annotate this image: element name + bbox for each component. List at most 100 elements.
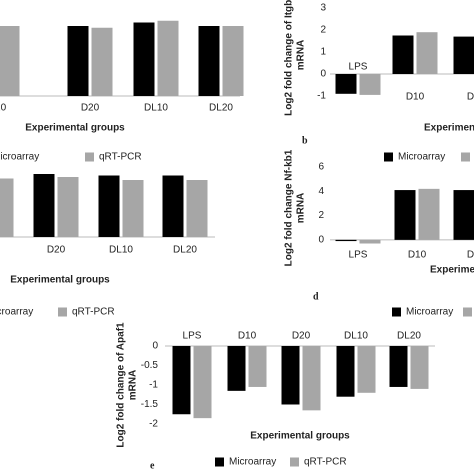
y-tick-label: -1	[317, 91, 326, 102]
x-tick-label: D10	[238, 331, 257, 342]
y-tick-label: 3	[320, 3, 326, 14]
x-tick-label: D10	[406, 92, 425, 103]
legend-swatch	[58, 307, 67, 317]
panel-label: b	[302, 135, 308, 146]
bar	[193, 346, 212, 419]
bar	[0, 26, 20, 96]
legend-swatch	[290, 457, 299, 467]
bar	[418, 188, 440, 240]
y-tick-label: 1	[320, 47, 326, 58]
y-tick-label: 4	[318, 186, 324, 197]
legend-label: qRT-PCR	[304, 457, 347, 468]
x-tick-label: D10	[408, 250, 427, 261]
bar	[410, 346, 429, 389]
y-axis-label: Log2 fold change Nf-kb1	[284, 149, 295, 266]
bar	[222, 26, 244, 96]
bar	[389, 346, 408, 387]
y-tick-label: -0.5	[141, 360, 159, 371]
x-tick-label: D20	[81, 103, 100, 114]
x-axis-label: Experimental groups	[424, 123, 474, 134]
chart-panel: 6 4 2 0 LPS D10 D20 Experimental groups Log2 fol…	[284, 149, 474, 318]
legend-swatch	[461, 152, 470, 162]
bar	[98, 175, 120, 237]
y-tick-label: -1	[149, 380, 158, 391]
y-axis-label: mRNA	[296, 193, 307, 224]
y-tick-label: 0	[320, 69, 326, 80]
legend-label: qRT-PCR	[99, 152, 142, 163]
y-tick-label: 2	[320, 25, 326, 36]
x-tick-label: LPS	[349, 250, 368, 261]
x-tick-label: LPS	[349, 62, 368, 73]
legend-swatch	[392, 307, 401, 317]
chart-panel: D10 D20 DL10 DL20 Experimental groups Microar…	[0, 174, 215, 318]
legend-label: Microarray	[229, 457, 276, 468]
bar	[357, 346, 376, 393]
x-axis-label: Experimental groups	[250, 431, 350, 442]
y-tick-label: 6	[318, 162, 324, 173]
y-axis-label: mRNA	[128, 370, 139, 401]
x-axis-label: Experimental groups	[10, 275, 110, 286]
x-tick-label: DL20	[209, 103, 233, 114]
bar	[227, 346, 246, 391]
x-tick-label: DL10	[144, 103, 168, 114]
legend-swatch	[384, 152, 393, 162]
bar	[133, 22, 155, 96]
bar	[198, 26, 220, 96]
bar	[416, 32, 438, 74]
bar	[302, 346, 321, 411]
legend-swatch	[463, 307, 472, 317]
bar	[57, 177, 79, 237]
x-axis-label: Experimental groups	[430, 265, 474, 276]
y-tick-label: 2	[318, 210, 324, 221]
legend-swatch	[85, 152, 94, 162]
x-tick-label: DL10	[344, 331, 368, 342]
x-tick-label: DL20	[173, 245, 197, 256]
bar	[122, 180, 144, 237]
x-tick-label: D20	[47, 245, 66, 256]
bar	[394, 190, 416, 240]
bar	[359, 74, 381, 95]
bar	[0, 178, 14, 237]
y-axis-label: Log2 fold change of Itgb1	[284, 0, 295, 116]
x-tick-label: D20	[292, 331, 311, 342]
x-axis-label: Experimental groups	[25, 123, 125, 134]
bar	[392, 35, 414, 74]
legend-swatch	[215, 457, 224, 467]
x-tick-label: D20	[467, 250, 474, 261]
y-tick-label: -2	[149, 419, 158, 430]
chart-panel: 3 2 1 0 -1 LPS D10 D20 Experimental groups Log2 f…	[284, 0, 474, 163]
panel-label: e	[150, 460, 155, 471]
legend-label: Microarray	[406, 307, 453, 318]
bar	[67, 26, 89, 96]
x-tick-label: D10	[0, 245, 1, 256]
x-tick-label: D20	[467, 92, 474, 103]
panel-label: d	[313, 291, 319, 302]
bar	[248, 346, 267, 387]
chart-panel: D10 D20 DL10 DL20 Experimental groups Microar…	[0, 20, 244, 163]
bar	[453, 36, 474, 74]
bar	[33, 174, 55, 237]
y-tick-label: 0	[318, 234, 324, 245]
x-tick-label: DL20	[397, 331, 421, 342]
bar	[453, 190, 474, 240]
bar	[157, 20, 179, 96]
y-axis-label: Log2 fold change of Apaf1	[116, 322, 127, 448]
legend-label: Microarray	[398, 152, 445, 163]
bar	[359, 239, 381, 244]
bar	[172, 346, 191, 415]
x-tick-label: DL10	[109, 245, 133, 256]
bar	[186, 180, 208, 237]
bar	[281, 346, 300, 405]
x-tick-label: D10	[0, 103, 7, 114]
bar	[336, 346, 355, 397]
legend-label: qRT-PCR	[72, 307, 115, 318]
y-tick-label: 0	[152, 341, 158, 352]
bar	[162, 175, 184, 237]
bar	[91, 27, 113, 96]
legend-label: Microarray	[0, 307, 33, 318]
chart-panel: 0 -0.5 -1 -1.5 -2 LPS D10 D20 DL10 DL20 Experiment…	[116, 322, 435, 471]
x-tick-label: LPS	[183, 331, 202, 342]
legend-label: Microarray	[0, 152, 39, 163]
y-tick-label: -1.5	[141, 399, 159, 410]
